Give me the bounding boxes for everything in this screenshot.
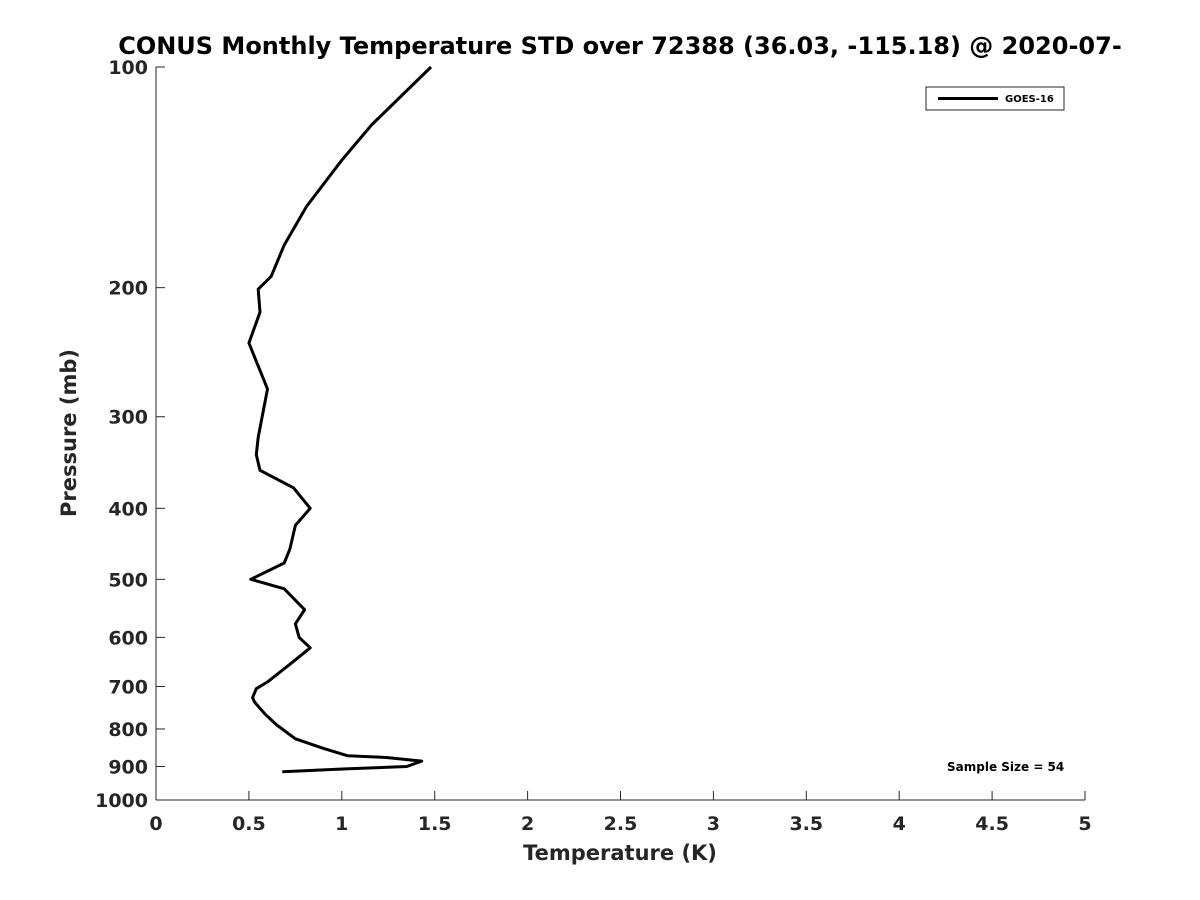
x-tick-label: 1.5 xyxy=(418,813,452,835)
x-tick-label: 2.5 xyxy=(604,813,638,835)
y-tick-label: 900 xyxy=(108,756,148,778)
series-line-goes-16 xyxy=(247,65,433,774)
y-tick-label: 300 xyxy=(108,407,148,429)
legend-label-goes-16: GOES-16 xyxy=(1005,94,1054,105)
y-tick-label: 500 xyxy=(108,569,148,591)
y-tick-label: 800 xyxy=(108,719,148,741)
x-tick-label: 5 xyxy=(1078,813,1091,835)
legend: GOES-16 xyxy=(925,86,1065,111)
y-axis-label: Pressure (mb) xyxy=(57,349,81,517)
x-tick-label: 0.5 xyxy=(232,813,266,835)
y-ticks: 100 200 300 400 500 600 700 800 900 1000 xyxy=(95,57,165,812)
x-tick-label: 4.5 xyxy=(975,813,1009,835)
sample-size-annotation: Sample Size = 54 xyxy=(947,760,1064,774)
x-tick-label: 4 xyxy=(893,813,906,835)
y-tick-label: 700 xyxy=(108,676,148,698)
y-tick-label: 400 xyxy=(108,498,148,520)
x-ticks: 0 0.5 1 1.5 2 2.5 3 3.5 4 4.5 5 xyxy=(149,791,1092,835)
axes xyxy=(155,67,1085,801)
chart-title: CONUS Monthly Temperature STD over 72388… xyxy=(118,32,1122,60)
x-tick-label: 2 xyxy=(521,813,534,835)
x-tick-label: 3.5 xyxy=(789,813,823,835)
x-axis-label: Temperature (K) xyxy=(523,841,717,865)
y-tick-label: 600 xyxy=(108,627,148,649)
y-tick-label: 100 xyxy=(108,57,148,79)
y-tick-label: 1000 xyxy=(95,790,148,812)
x-tick-label: 0 xyxy=(149,813,162,835)
x-tick-label: 1 xyxy=(335,813,348,835)
y-tick-label: 200 xyxy=(108,278,148,300)
x-tick-label: 3 xyxy=(707,813,720,835)
